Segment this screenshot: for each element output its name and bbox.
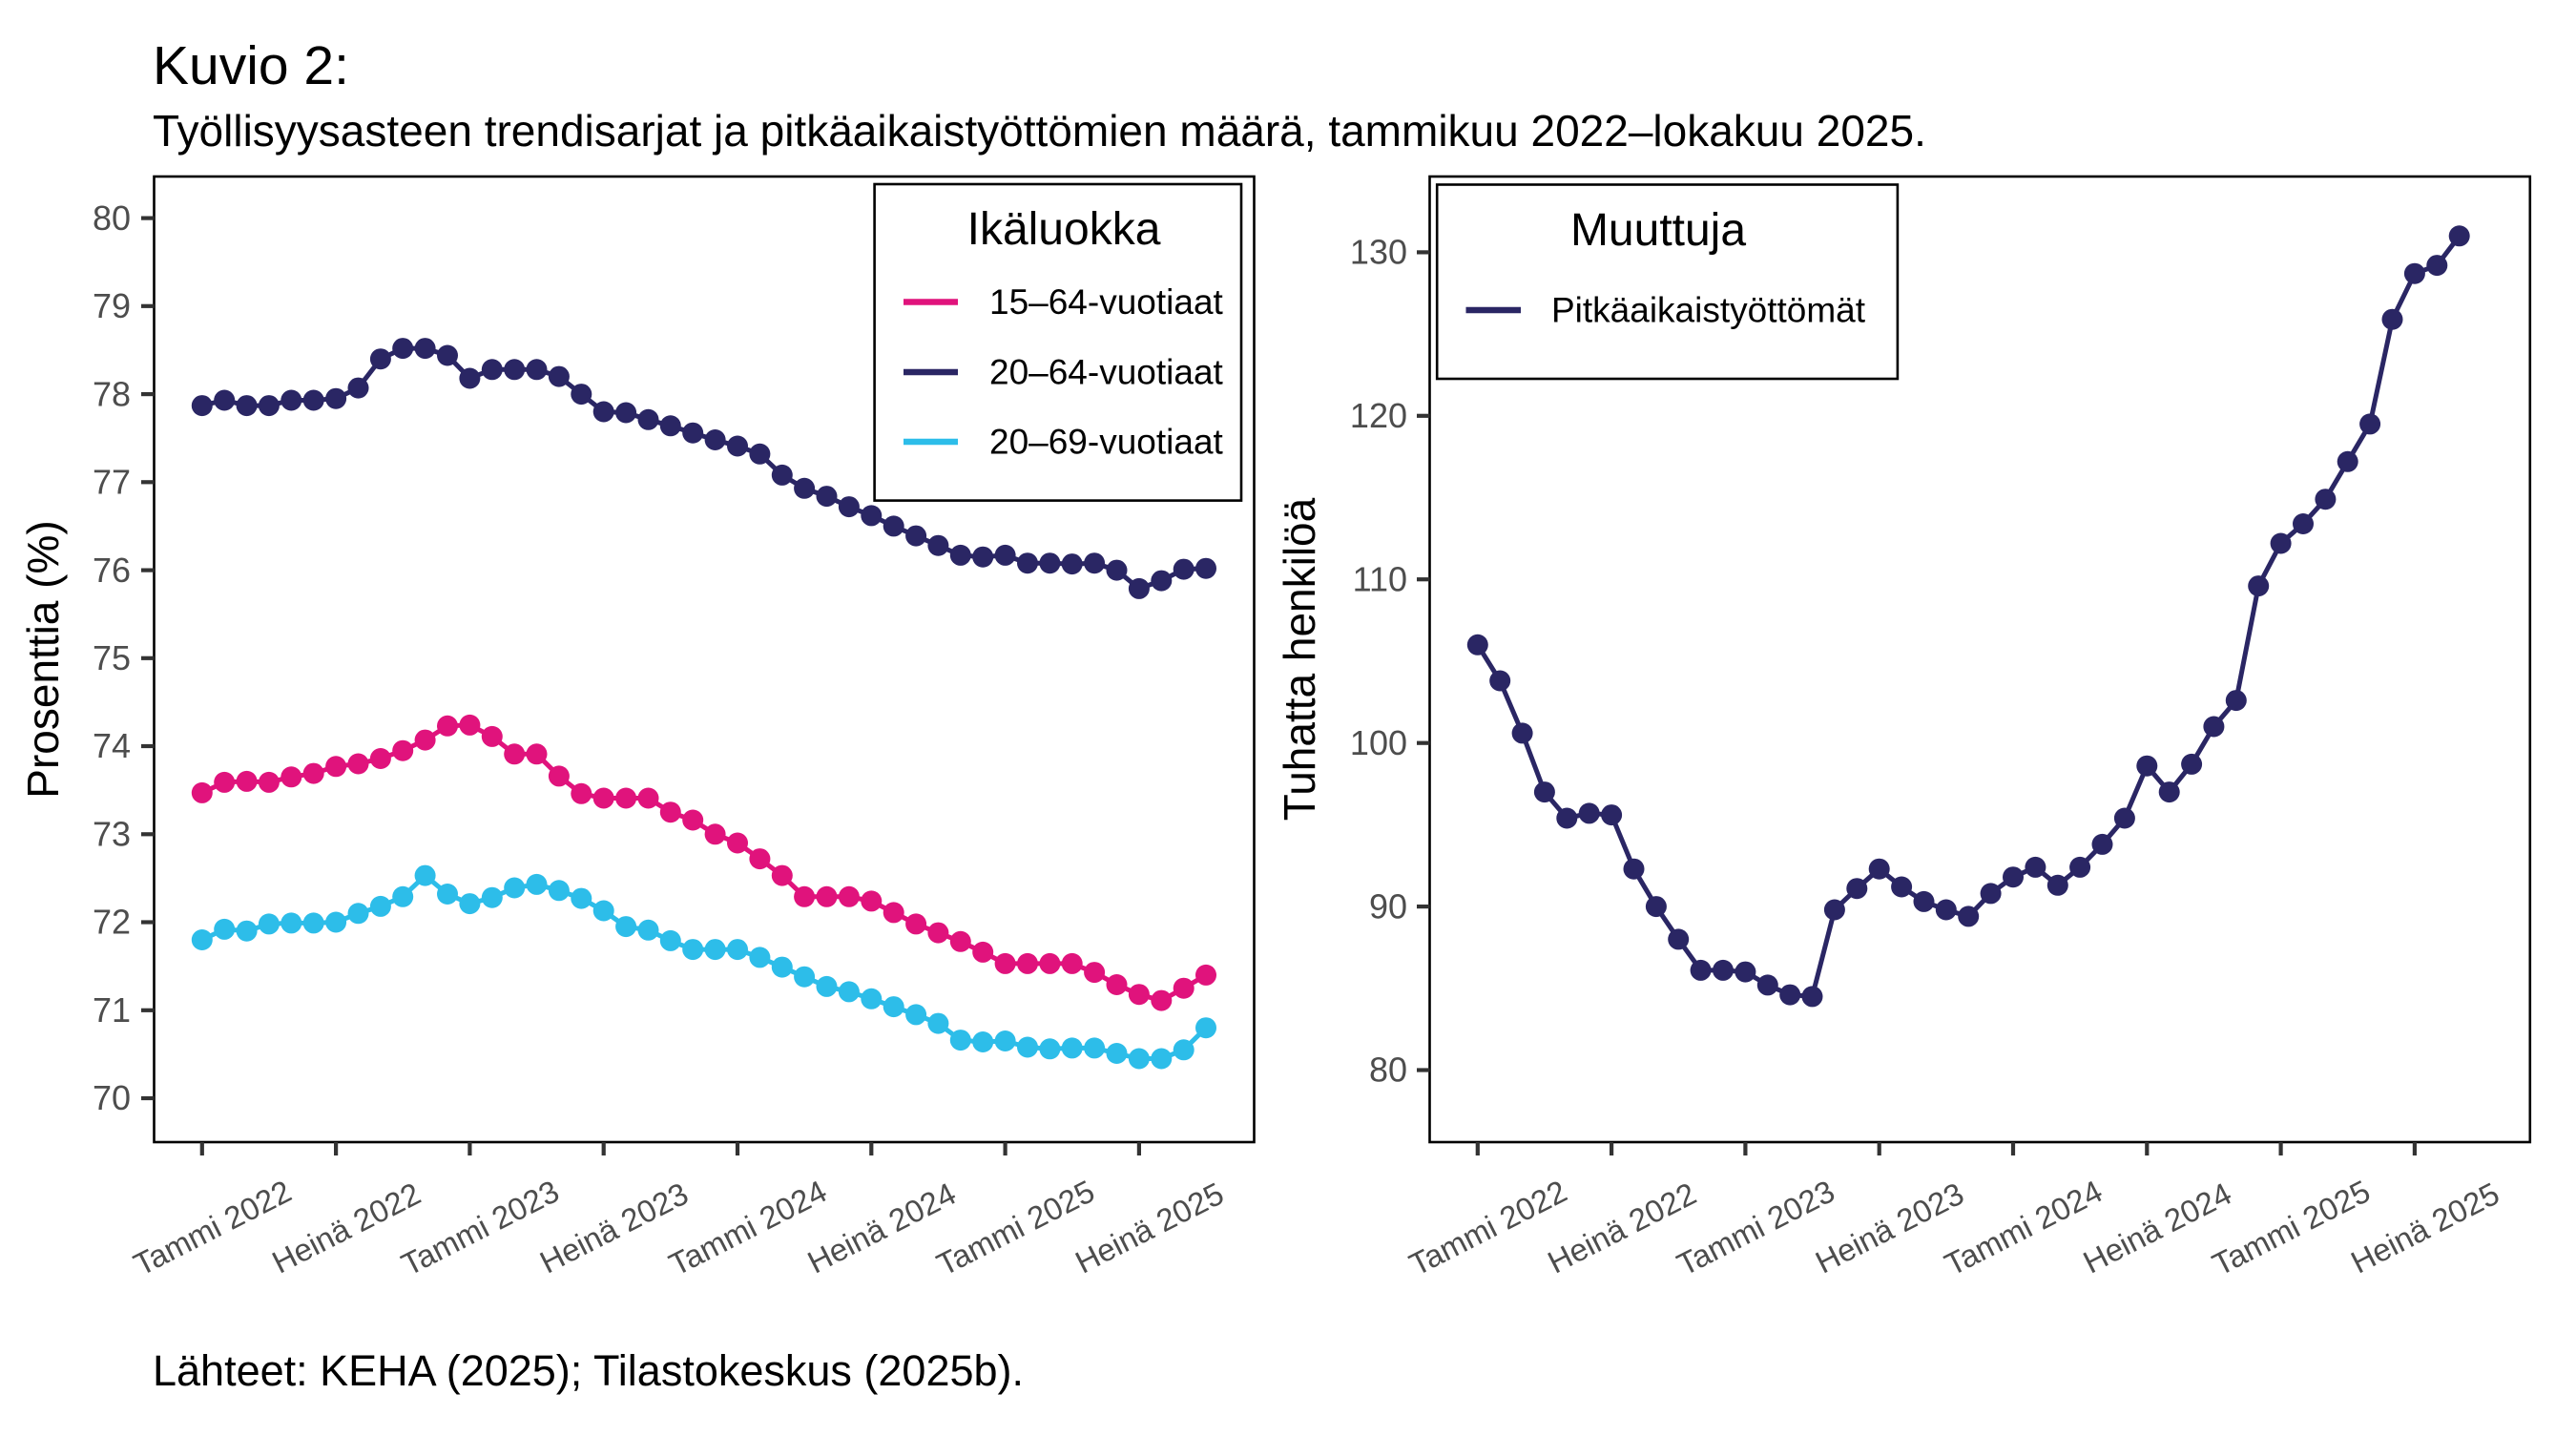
svg-text:76: 76	[93, 551, 131, 590]
svg-text:80: 80	[93, 198, 131, 238]
svg-text:15–64-vuotiaat: 15–64-vuotiaat	[989, 282, 1224, 322]
svg-text:73: 73	[93, 815, 131, 854]
svg-text:90: 90	[1369, 886, 1407, 926]
svg-text:20–69-vuotiaat: 20–69-vuotiaat	[989, 423, 1224, 462]
svg-text:20–64-vuotiaat: 20–64-vuotiaat	[989, 353, 1224, 392]
svg-text:Lähteet: KEHA (2025); Tilastok: Lähteet: KEHA (2025); Tilastokeskus (202…	[153, 1346, 1024, 1395]
svg-text:70: 70	[93, 1078, 131, 1117]
svg-text:Prosenttia (%): Prosenttia (%)	[18, 520, 68, 798]
svg-text:Ikäluokka: Ikäluokka	[967, 204, 1161, 255]
svg-text:Pitkäaikaistyöttömät: Pitkäaikaistyöttömät	[1551, 291, 1866, 330]
svg-text:110: 110	[1353, 559, 1407, 598]
svg-text:79: 79	[93, 286, 131, 325]
svg-text:75: 75	[93, 638, 131, 677]
svg-text:71: 71	[93, 990, 131, 1030]
svg-text:80: 80	[1369, 1051, 1407, 1090]
svg-text:78: 78	[93, 374, 131, 413]
svg-text:77: 77	[93, 463, 131, 502]
svg-text:Työllisyysasteen trendisarjat: Työllisyysasteen trendisarjat ja pitkäai…	[153, 106, 1926, 156]
svg-text:Muuttuja: Muuttuja	[1570, 205, 1746, 256]
svg-text:Kuvio 2:: Kuvio 2:	[153, 35, 349, 96]
svg-text:Tuhatta henkilöä: Tuhatta henkilöä	[1275, 497, 1324, 821]
svg-text:72: 72	[93, 903, 131, 942]
svg-text:100: 100	[1350, 723, 1407, 762]
svg-text:130: 130	[1350, 233, 1407, 272]
svg-text:74: 74	[93, 726, 131, 765]
svg-text:120: 120	[1350, 396, 1407, 435]
